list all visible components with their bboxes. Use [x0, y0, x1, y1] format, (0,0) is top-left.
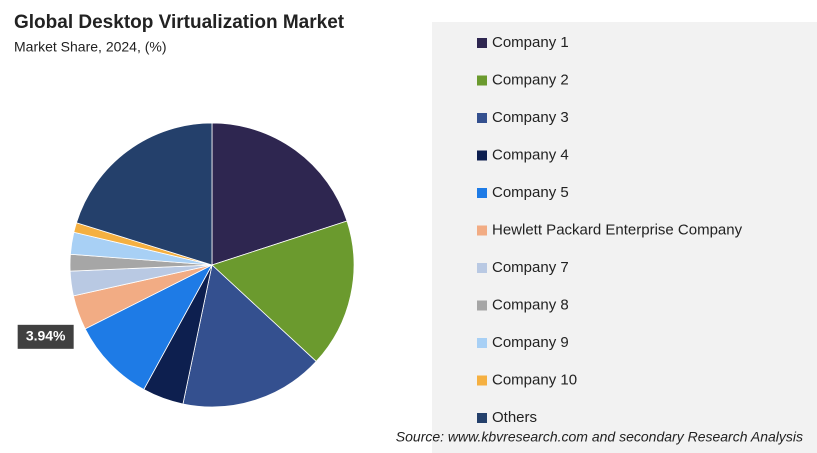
- legend-label: Company 5: [492, 184, 569, 201]
- legend-panel: [432, 22, 817, 453]
- legend-swatch: [477, 225, 487, 236]
- chart-title: Global Desktop Virtualization Market: [14, 12, 345, 33]
- legend-swatch: [477, 375, 487, 386]
- legend-swatch: [477, 150, 487, 161]
- legend-label: Company 10: [492, 371, 577, 388]
- pie-slice: [84, 264, 213, 391]
- pie-slice: [211, 220, 355, 363]
- legend-swatch: [477, 338, 487, 348]
- pie-slice: [182, 264, 317, 408]
- legend-label: Hewlett Packard Enterprise Company: [492, 221, 743, 238]
- legend-swatch: [477, 263, 487, 273]
- legend-swatch: [477, 300, 487, 311]
- legend-label: Company 2: [492, 71, 569, 88]
- pie-slice: [211, 122, 348, 266]
- legend-label: Company 1: [492, 34, 569, 51]
- legend-swatch: [477, 188, 487, 198]
- legend-label: Others: [492, 409, 537, 426]
- legend-swatch: [477, 113, 487, 123]
- legend-label: Company 8: [492, 296, 569, 313]
- pie-slice: [75, 122, 213, 266]
- legend-swatch: [477, 75, 487, 86]
- legend-label: Company 7: [492, 259, 569, 276]
- legend-label: Company 3: [492, 109, 569, 126]
- data-label: 3.94%: [26, 328, 66, 344]
- source-note: Source: www.kbvresearch.com and secondar…: [396, 429, 803, 445]
- legend-label: Company 9: [492, 334, 569, 351]
- chart-subtitle: Market Share, 2024, (%): [14, 39, 167, 55]
- data-label-box: [17, 324, 74, 349]
- legend-swatch: [477, 38, 487, 48]
- legend-label: Company 4: [492, 146, 569, 163]
- legend-swatch: [477, 413, 487, 423]
